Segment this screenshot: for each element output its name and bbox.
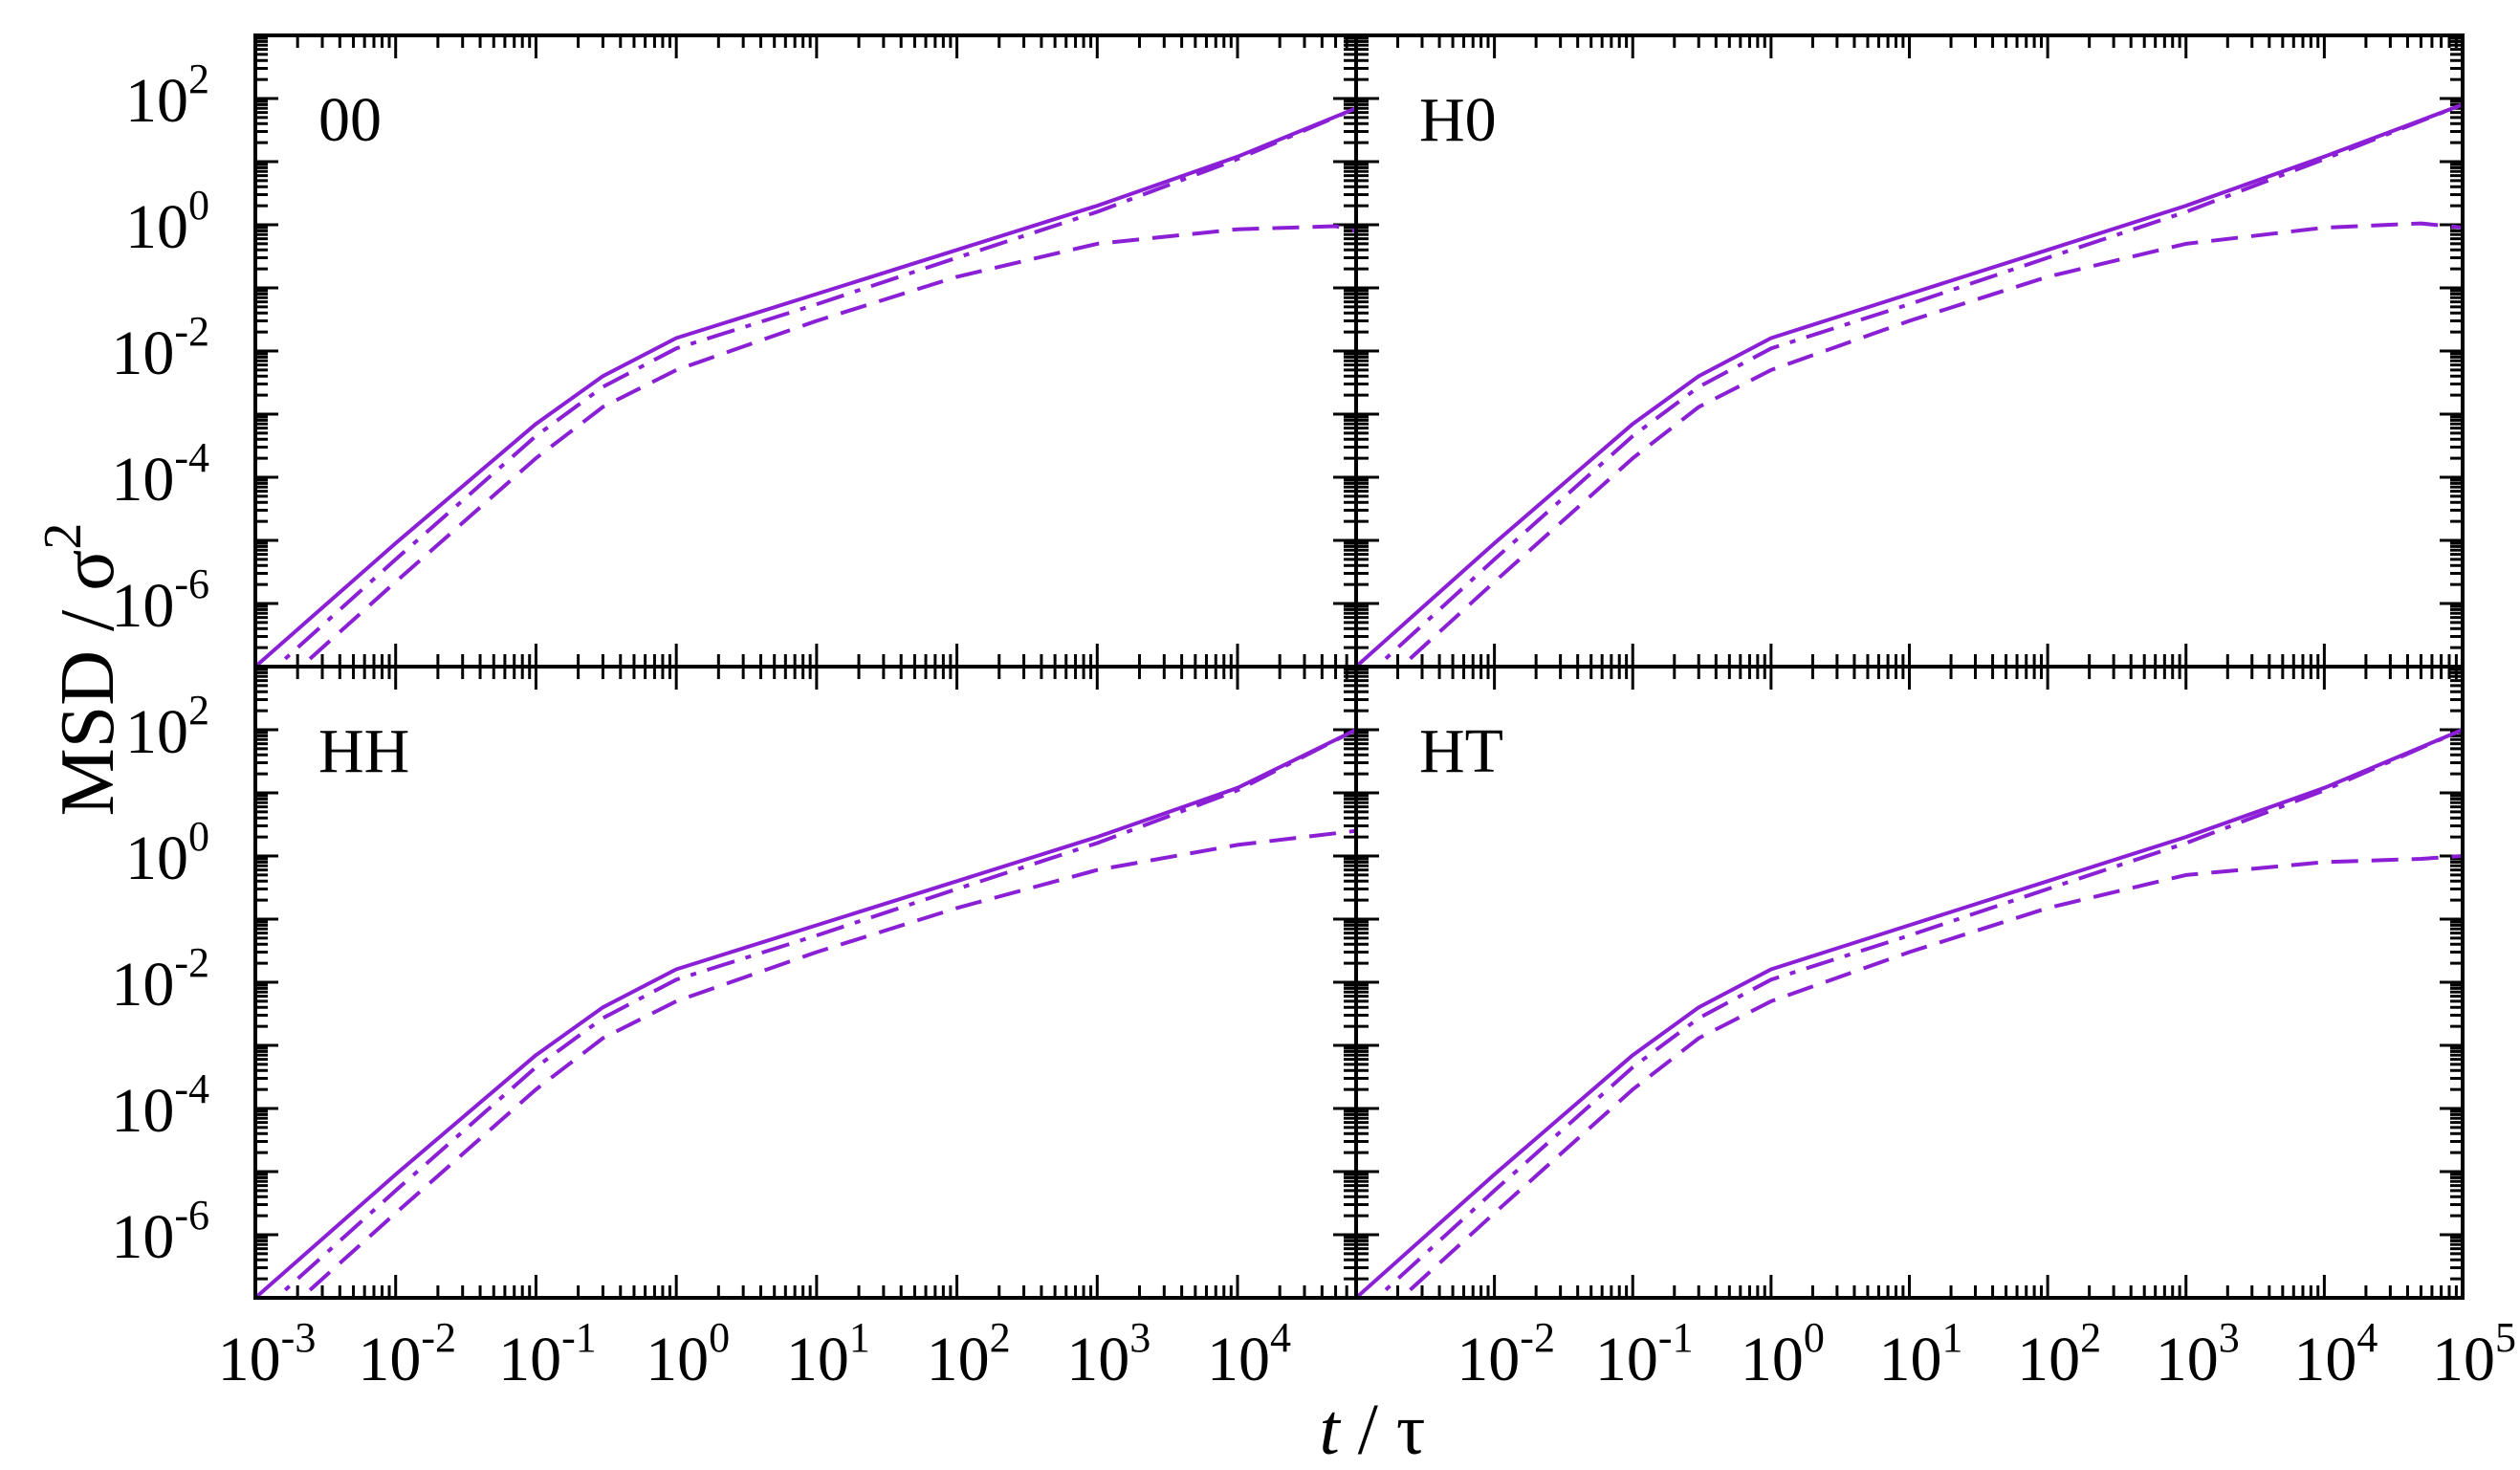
y-tick-label: 10-6: [111, 1192, 209, 1272]
x-tick-label: 10-1: [498, 1314, 597, 1394]
x-tick-label: 100: [646, 1314, 730, 1394]
y-tick-label: 10-6: [111, 560, 209, 641]
plot-frame: [1354, 665, 2465, 1300]
panel-title: HT: [1419, 716, 1503, 786]
x-tick-label: 104: [1207, 1314, 1291, 1394]
tick-marks: [1356, 35, 2463, 667]
x-tick-label: 10-2: [1457, 1314, 1555, 1394]
y-tick-label: 102: [125, 687, 209, 767]
x-tick-label: 101: [786, 1314, 870, 1394]
panel-title: 00: [318, 85, 382, 155]
series-solid: [255, 728, 1356, 1298]
y-axis-label: MSD / σ2: [33, 523, 130, 817]
y-tick-label: 10-2: [111, 939, 209, 1020]
tick-marks: [1356, 667, 2463, 1298]
x-tick-label: 10-3: [218, 1314, 317, 1394]
series-dashed: [297, 828, 1356, 1298]
x-tick-label: 105: [2432, 1314, 2516, 1394]
series-dash-dot: [1373, 102, 2463, 667]
x-tick-label: 102: [927, 1314, 1011, 1394]
series-solid: [255, 106, 1356, 667]
series-dashed: [297, 224, 1356, 667]
x-tick-label: 101: [1879, 1314, 1963, 1394]
x-tick-label: 102: [2017, 1314, 2101, 1394]
x-tick-label: 100: [1741, 1314, 1825, 1394]
series-dashed: [1398, 221, 2463, 667]
x-tick-label: 104: [2293, 1314, 2378, 1394]
panel-title: H0: [1419, 85, 1497, 155]
tick-labels: 10210010-210-410-610210010-210-410-610-3…: [111, 55, 2516, 1394]
series-dash-dot: [1373, 728, 2463, 1298]
panel-title: HH: [318, 716, 409, 786]
tick-marks: [255, 35, 1356, 667]
panel-ht: HT: [1354, 665, 2465, 1300]
series-dashed: [1398, 854, 2463, 1298]
series-dash-dot: [274, 106, 1356, 667]
tick-marks: [255, 667, 1356, 1298]
y-tick-label: 10-4: [111, 434, 209, 515]
x-tick-label: 10-1: [1595, 1314, 1694, 1394]
x-tick-label: 103: [1066, 1314, 1150, 1394]
series-solid: [1356, 102, 2463, 667]
panel-h0: H0: [1354, 33, 2465, 669]
y-tick-label: 10-4: [111, 1065, 209, 1146]
x-tick-label: 10-2: [358, 1314, 456, 1394]
panels: 00 H0 HH HT: [253, 33, 2465, 1300]
x-tick-label: 103: [2156, 1314, 2240, 1394]
y-tick-label: 100: [125, 813, 209, 893]
x-axis-label: t / τ: [1320, 1390, 1426, 1470]
series-dash-dot: [274, 728, 1356, 1298]
y-tick-label: 10-2: [111, 308, 209, 388]
series-solid: [1356, 728, 2463, 1298]
y-tick-label: 102: [125, 55, 209, 136]
y-tick-label: 100: [125, 182, 209, 262]
